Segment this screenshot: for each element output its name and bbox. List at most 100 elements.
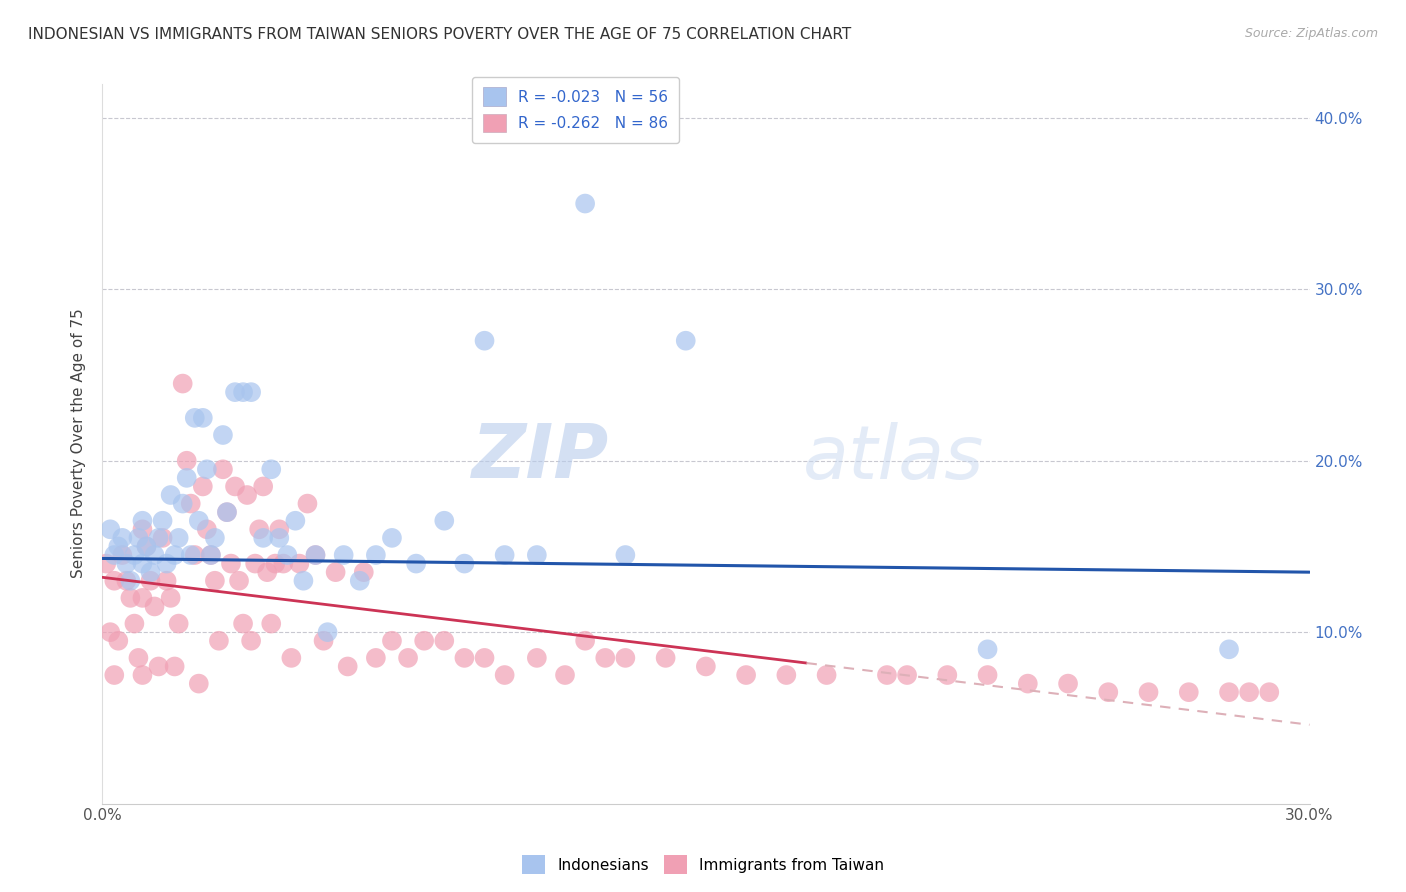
Point [775, 668, 797, 682]
Point [152, 531, 174, 545]
Point [297, 497, 319, 511]
Point [131, 668, 153, 682]
Point [215, 505, 238, 519]
Point [124, 616, 146, 631]
Point [494, 668, 516, 682]
Point [191, 479, 214, 493]
Point [494, 548, 516, 562]
Point [325, 565, 347, 579]
Point [148, 659, 170, 673]
Point [163, 659, 186, 673]
Point [896, 668, 918, 682]
Point [219, 557, 242, 571]
Point [236, 488, 259, 502]
Point [1237, 685, 1260, 699]
Point [396, 651, 419, 665]
Point [127, 531, 149, 545]
Point [195, 462, 218, 476]
Point [526, 548, 548, 562]
Point [120, 574, 142, 588]
Point [976, 668, 998, 682]
Point [167, 616, 190, 631]
Point [815, 668, 838, 682]
Point [381, 531, 404, 545]
Point [243, 557, 266, 571]
Point [675, 334, 697, 348]
Point [131, 557, 153, 571]
Point [232, 616, 254, 631]
Point [405, 557, 427, 571]
Point [936, 668, 959, 682]
Point [111, 548, 134, 562]
Point [574, 196, 596, 211]
Point [614, 651, 637, 665]
Point [191, 410, 214, 425]
Point [139, 565, 162, 579]
Point [280, 651, 302, 665]
Point [143, 599, 166, 614]
Point [139, 574, 162, 588]
Point [1258, 685, 1281, 699]
Point [1218, 685, 1240, 699]
Point [131, 591, 153, 605]
Point [115, 557, 138, 571]
Point [195, 522, 218, 536]
Point [212, 428, 235, 442]
Point [184, 410, 207, 425]
Point [135, 540, 157, 554]
Point [111, 531, 134, 545]
Point [332, 548, 354, 562]
Point [453, 557, 475, 571]
Point [413, 633, 436, 648]
Point [260, 462, 283, 476]
Point [215, 505, 238, 519]
Point [172, 497, 194, 511]
Point [1178, 685, 1201, 699]
Point [212, 462, 235, 476]
Point [176, 471, 198, 485]
Point [172, 376, 194, 391]
Point [593, 651, 616, 665]
Point [1137, 685, 1160, 699]
Point [159, 591, 181, 605]
Point [115, 574, 138, 588]
Point [200, 548, 222, 562]
Point [252, 531, 274, 545]
Text: atlas: atlas [803, 422, 984, 494]
Point [1218, 642, 1240, 657]
Point [103, 548, 125, 562]
Point [103, 668, 125, 682]
Point [312, 633, 335, 648]
Point [292, 574, 315, 588]
Point [240, 633, 263, 648]
Point [976, 642, 998, 657]
Point [96, 557, 118, 571]
Point [124, 548, 146, 562]
Point [433, 633, 456, 648]
Point [155, 557, 177, 571]
Point [260, 616, 283, 631]
Point [228, 574, 250, 588]
Point [131, 522, 153, 536]
Point [349, 574, 371, 588]
Point [167, 531, 190, 545]
Point [107, 540, 129, 554]
Point [224, 479, 246, 493]
Point [155, 574, 177, 588]
Point [288, 557, 311, 571]
Point [735, 668, 758, 682]
Point [336, 659, 359, 673]
Point [135, 540, 157, 554]
Point [240, 385, 263, 400]
Text: INDONESIAN VS IMMIGRANTS FROM TAIWAN SENIORS POVERTY OVER THE AGE OF 75 CORRELAT: INDONESIAN VS IMMIGRANTS FROM TAIWAN SEN… [28, 27, 852, 42]
Point [256, 565, 278, 579]
Point [204, 574, 226, 588]
Point [526, 651, 548, 665]
Point [269, 531, 291, 545]
Point [187, 514, 209, 528]
Point [180, 548, 202, 562]
Point [247, 522, 270, 536]
Point [232, 385, 254, 400]
Point [1097, 685, 1119, 699]
Point [353, 565, 375, 579]
